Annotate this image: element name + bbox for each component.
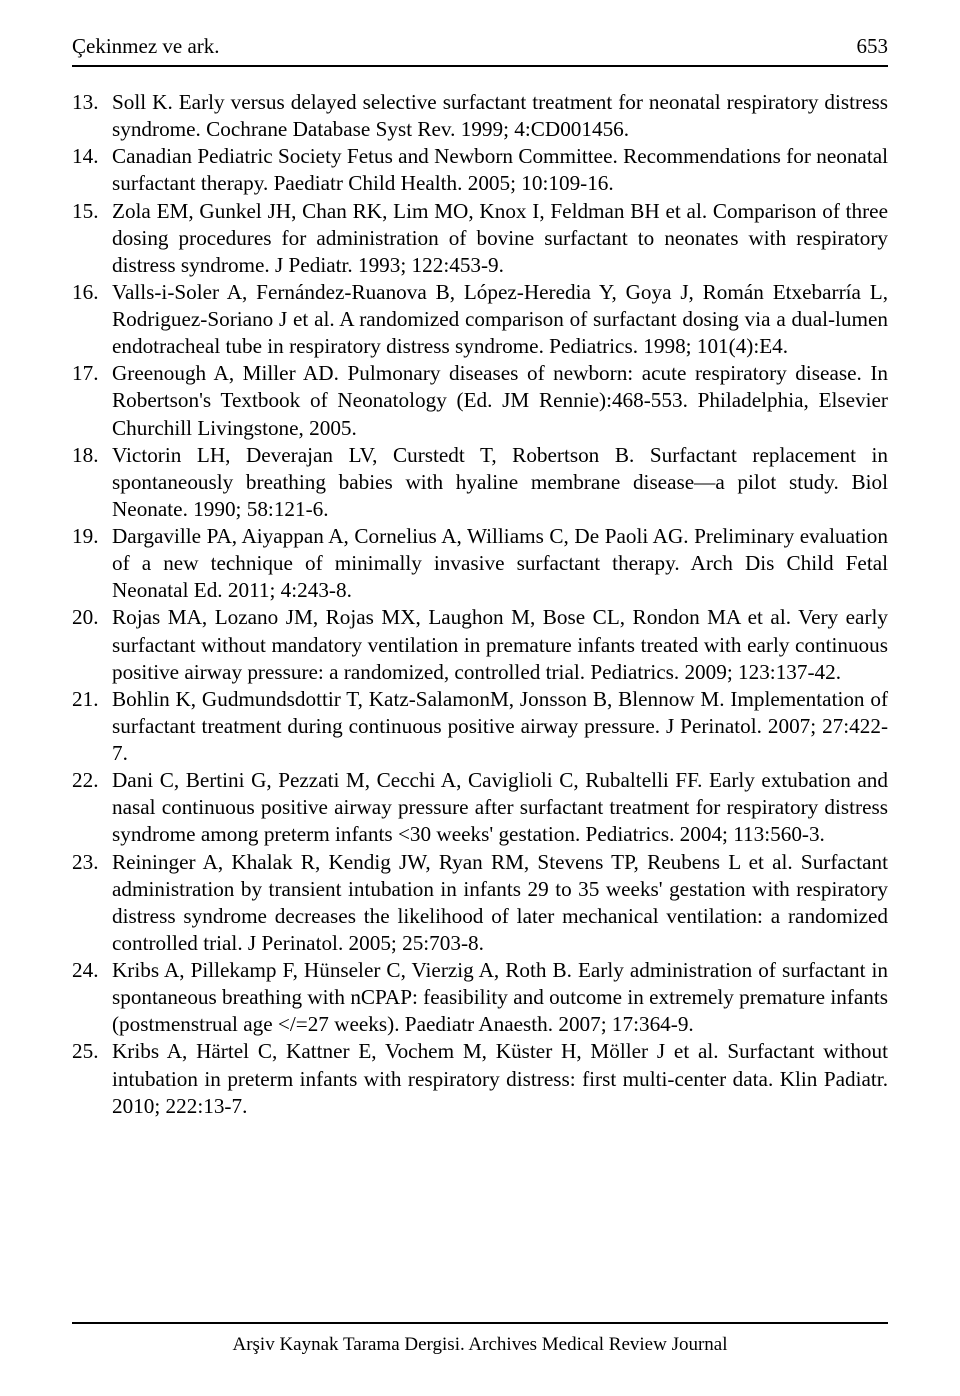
running-header: Çekinmez ve ark. 653 [72, 34, 888, 59]
header-divider [72, 65, 888, 67]
footer-journal-en: . Archives Medical Review Journal [460, 1334, 728, 1355]
reference-item: 19. Dargaville PA, Aiyappan A, Cornelius… [72, 523, 888, 604]
reference-number: 15. [72, 198, 112, 279]
reference-text: Greenough A, Miller AD. Pulmonary diseas… [112, 360, 888, 441]
reference-number: 13. [72, 89, 112, 143]
header-page-number: 653 [857, 34, 889, 59]
reference-text: Rojas MA, Lozano JM, Rojas MX, Laughon M… [112, 604, 888, 685]
reference-number: 24. [72, 957, 112, 1038]
reference-item: 25. Kribs A, Härtel C, Kattner E, Vochem… [72, 1038, 888, 1119]
footer-journal: Arşiv Kaynak Tarama Dergisi. Archives Me… [72, 1334, 888, 1356]
page-footer: Arşiv Kaynak Tarama Dergisi. Archives Me… [72, 1322, 888, 1356]
reference-item: 13. Soll K. Early versus delayed selecti… [72, 89, 888, 143]
reference-text: Zola EM, Gunkel JH, Chan RK, Lim MO, Kno… [112, 198, 888, 279]
reference-number: 17. [72, 360, 112, 441]
reference-item: 21. Bohlin K, Gudmundsdottir T, Katz-Sal… [72, 686, 888, 767]
reference-item: 17. Greenough A, Miller AD. Pulmonary di… [72, 360, 888, 441]
reference-number: 19. [72, 523, 112, 604]
reference-text: Dargaville PA, Aiyappan A, Cornelius A, … [112, 523, 888, 604]
reference-item: 24. Kribs A, Pillekamp F, Hünseler C, Vi… [72, 957, 888, 1038]
reference-item: 20. Rojas MA, Lozano JM, Rojas MX, Laugh… [72, 604, 888, 685]
reference-text: Canadian Pediatric Society Fetus and New… [112, 143, 888, 197]
reference-item: 15. Zola EM, Gunkel JH, Chan RK, Lim MO,… [72, 198, 888, 279]
reference-text: Kribs A, Pillekamp F, Hünseler C, Vierzi… [112, 957, 888, 1038]
reference-item: 14. Canadian Pediatric Society Fetus and… [72, 143, 888, 197]
reference-item: 16. Valls-i-Soler A, Fernández-Ruanova B… [72, 279, 888, 360]
footer-journal-tr: Arşiv Kaynak Tarama Dergisi [232, 1334, 460, 1355]
reference-item: 18. Victorin LH, Deverajan LV, Curstedt … [72, 442, 888, 523]
reference-number: 14. [72, 143, 112, 197]
reference-text: Kribs A, Härtel C, Kattner E, Vochem M, … [112, 1038, 888, 1119]
reference-number: 16. [72, 279, 112, 360]
reference-item: 22. Dani C, Bertini G, Pezzati M, Cecchi… [72, 767, 888, 848]
reference-number: 21. [72, 686, 112, 767]
reference-text: Reininger A, Khalak R, Kendig JW, Ryan R… [112, 849, 888, 958]
reference-text: Victorin LH, Deverajan LV, Curstedt T, R… [112, 442, 888, 523]
page-content: Çekinmez ve ark. 653 13. Soll K. Early v… [0, 0, 960, 1120]
header-authors: Çekinmez ve ark. [72, 34, 220, 59]
reference-number: 20. [72, 604, 112, 685]
reference-text: Dani C, Bertini G, Pezzati M, Cecchi A, … [112, 767, 888, 848]
reference-text: Soll K. Early versus delayed selective s… [112, 89, 888, 143]
footer-divider [72, 1322, 888, 1324]
reference-number: 25. [72, 1038, 112, 1119]
reference-text: Bohlin K, Gudmundsdottir T, Katz-Salamon… [112, 686, 888, 767]
reference-item: 23. Reininger A, Khalak R, Kendig JW, Ry… [72, 849, 888, 958]
reference-text: Valls-i-Soler A, Fernández-Ruanova B, Ló… [112, 279, 888, 360]
reference-list: 13. Soll K. Early versus delayed selecti… [72, 89, 888, 1120]
reference-number: 18. [72, 442, 112, 523]
reference-number: 23. [72, 849, 112, 958]
reference-number: 22. [72, 767, 112, 848]
